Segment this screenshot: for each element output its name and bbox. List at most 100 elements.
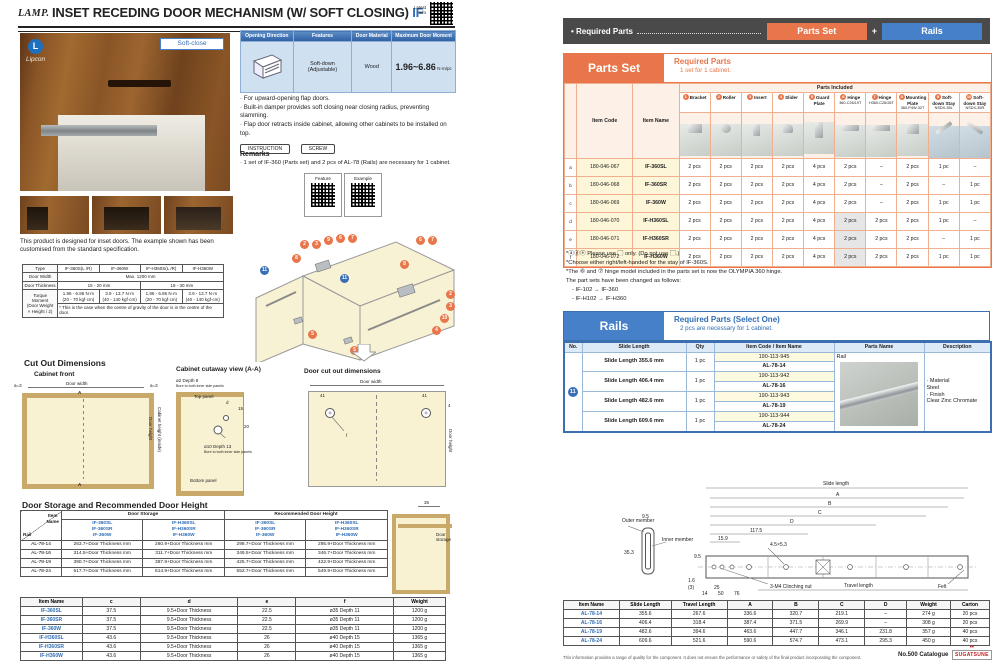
example-qr-code[interactable] <box>351 183 375 207</box>
bullet-2: · Built-in damper provides soft closing … <box>240 103 430 120</box>
table-cell: 2 pcs <box>740 193 773 213</box>
rail-row: 11 Slide Length 355.6 mm 1 pc 190-113-94… <box>563 351 992 432</box>
table-cell: b <box>563 175 578 195</box>
table-cell: C <box>818 600 866 610</box>
remarks-text: · 1 set of IF-360 (Parts set) and 2 pcs … <box>240 160 451 166</box>
part-marker: 7 <box>348 234 357 243</box>
latest-info-qr-code[interactable] <box>430 2 453 25</box>
table-cell: 521.6 <box>670 636 728 646</box>
part-number-icon: 2 <box>715 94 722 101</box>
rail-photo <box>839 362 919 427</box>
table-cell: 180-046-069 <box>576 193 634 213</box>
table-cell: – <box>958 211 992 231</box>
table-cell: 2 pcs <box>709 229 742 249</box>
part-number-icon: 3 <box>747 94 754 101</box>
door-thickness-label: Door Thickness <box>21 280 59 291</box>
description-cell: · Material Steel · Finish Clear Zinc Chr… <box>923 351 992 432</box>
table-cell: 9.5+Door Thickness <box>139 624 239 634</box>
door-width-value: Max. 1200 mm <box>57 272 224 282</box>
remarks-title: Remarks <box>240 151 270 158</box>
slide-length-cell: Slide Length 609.6 mm <box>581 410 687 433</box>
storage-corner: Item Name Rail <box>20 510 62 541</box>
table-cell: 2 pcs <box>834 157 867 177</box>
table-cell: f <box>295 597 395 607</box>
door-cutout-diagram: Door width 41 41 4 f Door height <box>298 377 458 491</box>
table-cell: 267.6 <box>670 609 728 619</box>
storage-diagram: 35 Door storage <box>390 492 460 594</box>
table-cell: 40 pcs <box>950 636 990 646</box>
parts-included-row: Item Code Item Name Parts Included <box>563 82 991 159</box>
table-cell: 2 pcs <box>834 211 867 231</box>
moment-value: 1.96~6.86 <box>395 62 436 72</box>
table-cell: 37.5 <box>81 624 141 634</box>
table-cell: AL-78-14 <box>20 539 62 550</box>
table-cell: 394.6 <box>670 627 728 637</box>
part-marker: 6 <box>336 234 345 243</box>
dim-14: 14 <box>702 591 708 596</box>
marker-col-header <box>563 83 578 159</box>
table-cell: 263.7+Door Thickness mm <box>60 539 144 550</box>
table-cell: 2 pcs <box>740 229 773 249</box>
table-cell: 2 pcs <box>896 157 929 177</box>
qty-cell: 1 pc <box>685 371 715 392</box>
table-cell: 2 pcs <box>771 211 805 231</box>
rails-button[interactable]: Rails <box>882 22 982 40</box>
table-cell: 2 pcs <box>865 229 898 249</box>
storage-table: Item Name Rail Door Storage Recommended … <box>20 510 389 577</box>
type-col: IF-360W <box>98 263 141 274</box>
dotted-leader <box>636 25 761 34</box>
section-A-top: A <box>78 390 82 395</box>
table-cell: 2 pcs <box>896 193 929 213</box>
cabinet-front-title: Cabinet front <box>34 371 75 378</box>
rails-col: Qty <box>685 341 715 353</box>
table-cell: ø40 Depth 15 <box>295 633 395 643</box>
instruction-button[interactable]: INSTRUCTION <box>240 144 291 154</box>
qty-cell: 1 pc <box>685 391 715 412</box>
thumbnail-opening <box>92 196 161 234</box>
part-marker: 10 <box>440 314 449 323</box>
width-arrow <box>310 385 444 386</box>
parts-set-button[interactable]: Parts Set <box>766 22 867 40</box>
cabinet-front-diagram: Door width a=3 a=3 A A Door height Cabin… <box>14 379 166 491</box>
hole-bottom-label: ø10 Depth 13 <box>204 444 232 449</box>
rails-heading-wrap: Required Parts (Select One) 2 pcs are ne… <box>664 312 780 340</box>
parts-set-tab[interactable]: Parts Set <box>564 54 664 82</box>
lipcon-logo-icon: L <box>28 39 43 54</box>
spec-header-row: Opening Direction Features Door Material… <box>240 30 456 42</box>
table-row: e 180-046-071 IF-H360SR 2 pcs 2 pcs 2 pcs 2 pc… <box>563 229 992 249</box>
rails-col: Item Code / Item Name <box>713 341 835 353</box>
table-cell: 22.5 <box>237 624 297 634</box>
feature-qr-code[interactable] <box>311 183 335 207</box>
dim-1-6: 1.6 <box>688 578 695 584</box>
rails-heading: Required Parts (Select One) <box>674 315 780 324</box>
parts-notes: *ⓐⓓⓔ Please use ▢ only. (Do not use ▢.) … <box>566 250 986 304</box>
part-col-slider: 4 Slider <box>771 92 805 113</box>
moment-cell: 1.96~6.86 N·m/pc <box>391 41 456 93</box>
stored-door <box>398 524 452 528</box>
screw-button[interactable]: SCREW <box>300 144 336 154</box>
table-cell: 43.6 <box>81 642 141 652</box>
table-cell: 180-046-072 <box>576 247 634 267</box>
table-cell: 9.5+Door Thickness <box>139 633 239 643</box>
table-row: d 180-046-070 IF-H360SL 2 pcs 2 pcs 2 pcs 2 pc… <box>563 211 992 231</box>
dim-35-3: 35.3 <box>624 550 634 556</box>
table-cell: – <box>865 193 898 213</box>
table-row: a 180-046-067 IF-360SL 2 pcs 2 pcs 2 pcs 2 pcs… <box>563 157 992 177</box>
torque-label: Torque Moment (Door Weight × Height / 2) <box>21 289 59 318</box>
table-cell: 180-046-071 <box>576 229 634 249</box>
group-door-storage: Door Storage <box>60 510 225 520</box>
table-cell: 295.9+Door Thickness mm <box>305 539 388 550</box>
part-col-insert: 3 Insert <box>740 92 773 113</box>
table-cell: 450 g <box>906 636 951 646</box>
table-cell: 336.6 <box>726 609 774 619</box>
torque-value: 3.9 - 13.7 N·m (40 - 140 kgf·cm) <box>98 289 141 304</box>
dim-D: D <box>790 519 794 525</box>
slide-table: Item Name Slide Length Travel Length A B C D We… <box>563 600 990 646</box>
table-cell: 2 pcs <box>678 229 711 249</box>
door-width-row: Door Width Max. 1200 mm <box>21 272 224 282</box>
top-panel-label: Top panel <box>194 394 214 399</box>
table-cell: 2 pcs <box>678 193 711 213</box>
rails-tab[interactable]: Rails <box>564 312 664 340</box>
spec-header: Features <box>292 30 353 42</box>
table-cell: 2 pcs <box>771 157 805 177</box>
